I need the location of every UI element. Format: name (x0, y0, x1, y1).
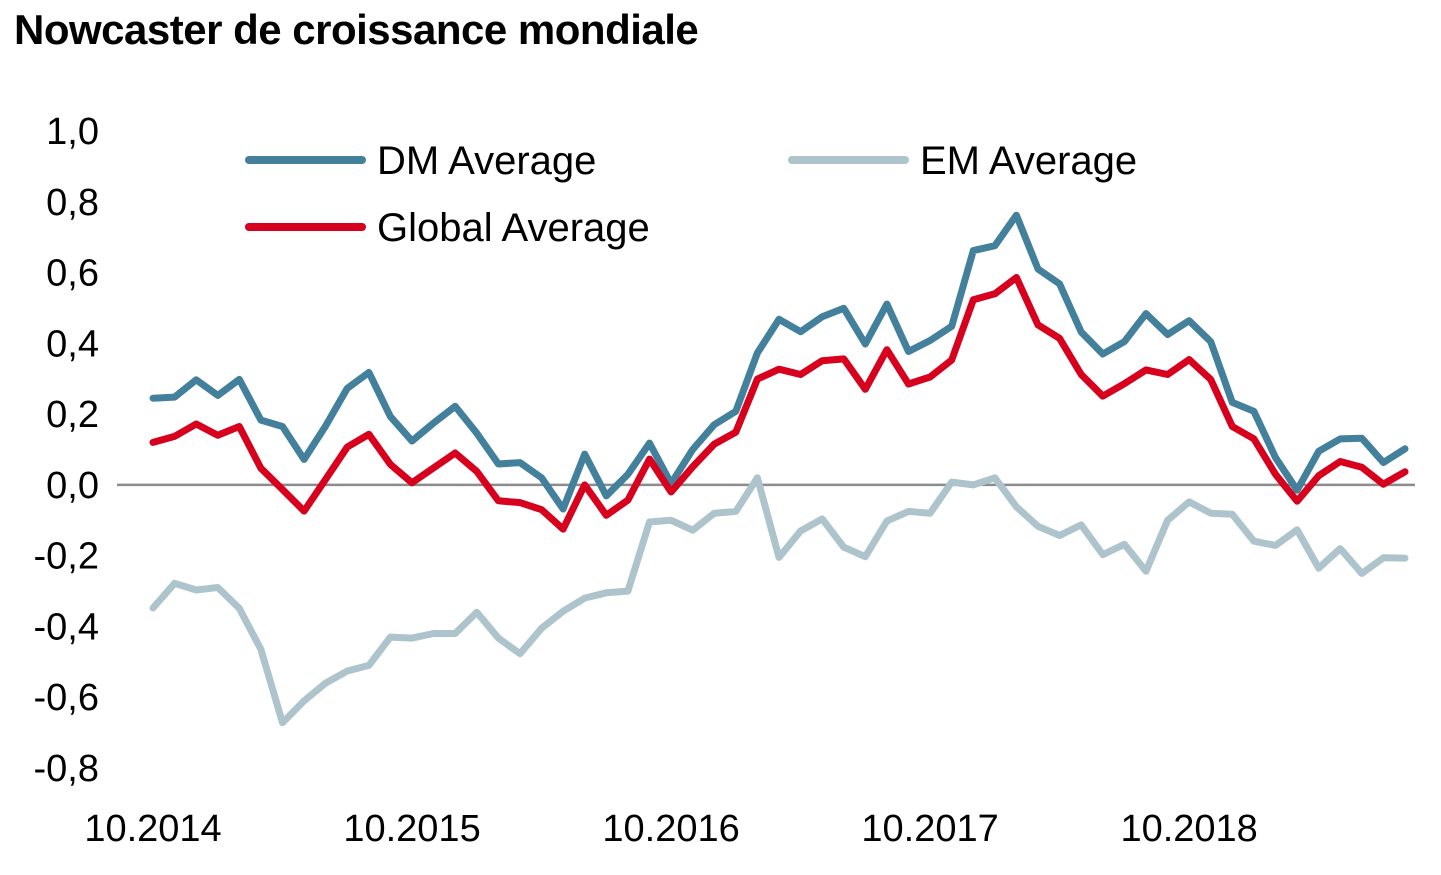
y-tick-label: -0,6 (34, 677, 99, 719)
series-line-global-average (149, 274, 1409, 533)
y-tick-label: 0,4 (46, 323, 99, 365)
series-line-dm-average (149, 211, 1409, 513)
y-tick-label: -0,2 (34, 536, 99, 578)
y-tick-label: -0,8 (34, 748, 99, 790)
x-tick-label: 10.2014 (84, 808, 221, 850)
legend: DM Average EM Average Global Average (245, 139, 1137, 250)
y-tick-label: 0,8 (46, 182, 99, 224)
series-lines (149, 211, 1409, 727)
x-axis-tick-labels: 10.2014 10.2015 10.2016 10.2017 10.2018 (84, 808, 1258, 850)
x-tick-label: 10.2018 (1120, 808, 1257, 850)
chart-title: Nowcaster de croissance mondiale (14, 6, 699, 53)
y-tick-label: -0,4 (34, 606, 99, 648)
legend-label-dm-average: DM Average (377, 139, 596, 183)
y-axis-tick-labels: 1,0 0,8 0,6 0,4 0,2 0,0 -0,2 -0,4 -0,6 -0,8 (34, 111, 99, 790)
legend-label-em-average: EM Average (920, 139, 1137, 183)
x-tick-label: 10.2016 (602, 808, 739, 850)
series-line-em-average (149, 474, 1409, 727)
y-tick-label: 0,0 (46, 465, 99, 507)
y-tick-label: 0,2 (46, 394, 99, 436)
legend-label-global-average: Global Average (377, 206, 650, 250)
x-tick-label: 10.2017 (861, 808, 998, 850)
x-tick-label: 10.2015 (343, 808, 480, 850)
y-tick-label: 0,6 (46, 253, 99, 295)
y-tick-label: 1,0 (46, 111, 99, 153)
